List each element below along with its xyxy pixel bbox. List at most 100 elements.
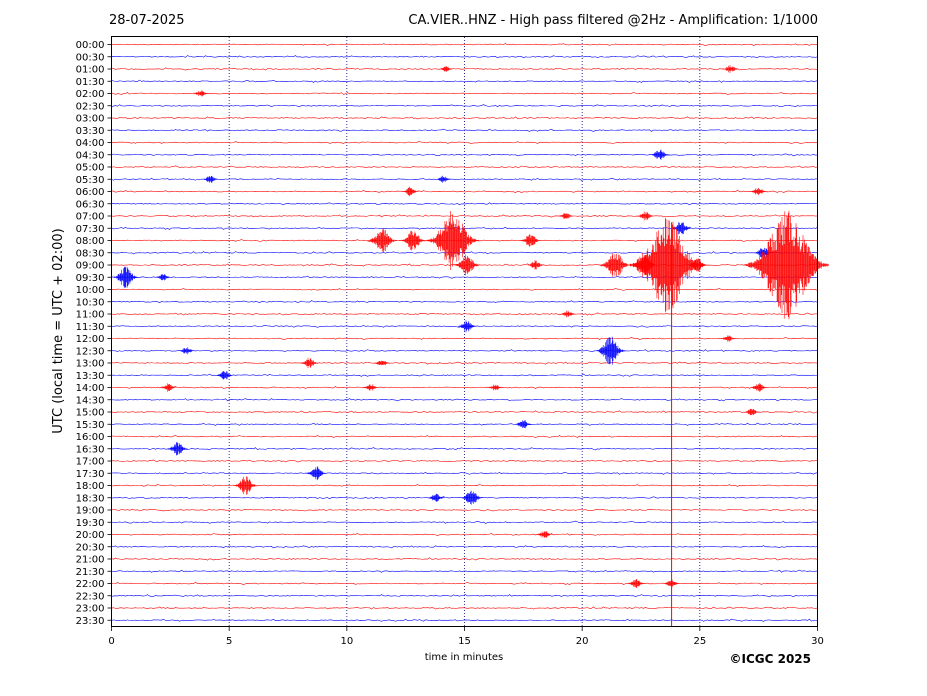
y-tick-label-09:00: 09:00: [76, 261, 105, 272]
x-tick-label-4: 20: [576, 636, 589, 647]
y-tick-label-16:00: 16:00: [76, 432, 105, 443]
x-tick-label-0: 0: [108, 636, 114, 647]
y-tick-label-02:30: 02:30: [76, 101, 105, 112]
y-tick-label-00:00: 00:00: [76, 40, 105, 51]
y-tick-label-05:30: 05:30: [76, 175, 105, 186]
trace-16:00: [111, 434, 818, 438]
y-axis-label: UTC (local time = UTC + 02:00): [51, 228, 66, 433]
trace-20:30: [111, 545, 818, 549]
y-tick-label-22:00: 22:00: [76, 579, 105, 590]
y-tick-label-03:30: 03:30: [76, 126, 105, 137]
y-tick-label-09:30: 09:30: [76, 273, 105, 284]
event-21: [686, 258, 708, 272]
trace-12:30: [111, 349, 818, 353]
event-1: [721, 65, 739, 73]
event-12: [399, 230, 426, 251]
y-tick-label-17:30: 17:30: [76, 469, 105, 480]
event-44: [536, 531, 554, 538]
event-37: [742, 408, 760, 416]
event-26: [456, 320, 477, 333]
trace-19:00: [111, 508, 818, 512]
event-22: [744, 210, 829, 320]
trace-22:30: [111, 594, 818, 598]
y-tick-label-18:30: 18:30: [76, 493, 105, 504]
event-2: [192, 90, 210, 97]
trace-01:30: [111, 79, 818, 83]
x-tick-label-5: 25: [693, 636, 706, 647]
trace-02:00: [111, 92, 818, 96]
copyright-notice: ©ICGC 2025: [729, 652, 811, 666]
y-tick-label-17:00: 17:00: [76, 457, 105, 468]
trace-21:00: [111, 557, 818, 561]
trace-12:00: [111, 337, 818, 340]
trace-14:30: [111, 398, 818, 402]
y-tick-label-19:00: 19:00: [76, 506, 105, 517]
event-29: [594, 336, 626, 365]
event-8: [557, 213, 574, 219]
y-tick-label-21:30: 21:30: [76, 567, 105, 578]
y-tick-label-07:00: 07:00: [76, 212, 105, 223]
trace-07:00: [111, 214, 818, 218]
x-tick-label-1: 5: [226, 636, 232, 647]
trace-22:00: [111, 582, 818, 586]
x-axis-ticks: 0 5 10 15 20 25 30: [108, 626, 824, 647]
y-tick-label-00:30: 00:30: [76, 52, 105, 63]
y-tick-label-02:00: 02:00: [76, 89, 105, 100]
x-tick-label-6: 30: [811, 636, 824, 647]
event-31: [374, 360, 391, 366]
y-tick-label-08:30: 08:30: [76, 248, 105, 259]
y-tick-label-14:30: 14:30: [76, 395, 105, 406]
trace-06:30: [111, 202, 818, 206]
y-tick-label-11:00: 11:00: [76, 310, 105, 321]
y-tick-label-12:30: 12:30: [76, 346, 105, 357]
event-4: [201, 175, 220, 183]
event-5: [434, 175, 452, 183]
y-tick-label-20:30: 20:30: [76, 542, 105, 553]
trace-23:00: [111, 606, 818, 610]
trace-18:00: [111, 484, 818, 487]
event-16: [453, 254, 480, 276]
event-3: [649, 149, 670, 160]
trace-05:30: [111, 177, 818, 181]
trace-17:30: [111, 471, 818, 475]
event-46: [662, 579, 680, 588]
event-39: [166, 442, 188, 456]
y-tick-label-15:00: 15:00: [76, 408, 105, 419]
trace-10:30: [111, 300, 818, 304]
event-40: [305, 466, 327, 481]
trace-11:00: [111, 312, 818, 316]
event-42: [426, 493, 446, 502]
trace-03:00: [111, 116, 818, 120]
y-tick-label-04:00: 04:00: [76, 138, 105, 149]
chart-date: 28-07-2025: [109, 13, 185, 28]
y-tick-label-10:30: 10:30: [76, 297, 105, 308]
x-tick-label-2: 10: [340, 636, 353, 647]
trace-14:00: [111, 386, 818, 389]
y-tick-label-21:00: 21:00: [76, 555, 105, 566]
y-tick-label-23:00: 23:00: [76, 604, 105, 615]
y-tick-label-01:00: 01:00: [76, 65, 105, 76]
event-28: [177, 347, 196, 355]
trace-03:30: [111, 128, 818, 132]
event-34: [362, 384, 379, 391]
event-23: [112, 266, 139, 288]
y-tick-label-01:30: 01:30: [76, 77, 105, 88]
event-41: [232, 476, 258, 495]
trace-19:30: [111, 520, 818, 524]
event-14: [519, 234, 541, 247]
trace-15:30: [111, 422, 818, 426]
trace-09:30: [111, 275, 818, 279]
trace-05:00: [111, 165, 818, 169]
trace-00:00: [111, 43, 818, 46]
event-27: [720, 335, 737, 342]
trace-23:30: [111, 618, 818, 622]
x-axis-label: time in minutes: [425, 652, 504, 663]
event-33: [159, 383, 177, 392]
chart-title: CA.VIER..HNZ - High pass filtered @2Hz -…: [408, 13, 818, 28]
event-45: [626, 579, 646, 588]
y-tick-label-10:00: 10:00: [76, 285, 105, 296]
seismic-traces: [111, 43, 818, 622]
y-tick-label-13:30: 13:30: [76, 371, 105, 382]
